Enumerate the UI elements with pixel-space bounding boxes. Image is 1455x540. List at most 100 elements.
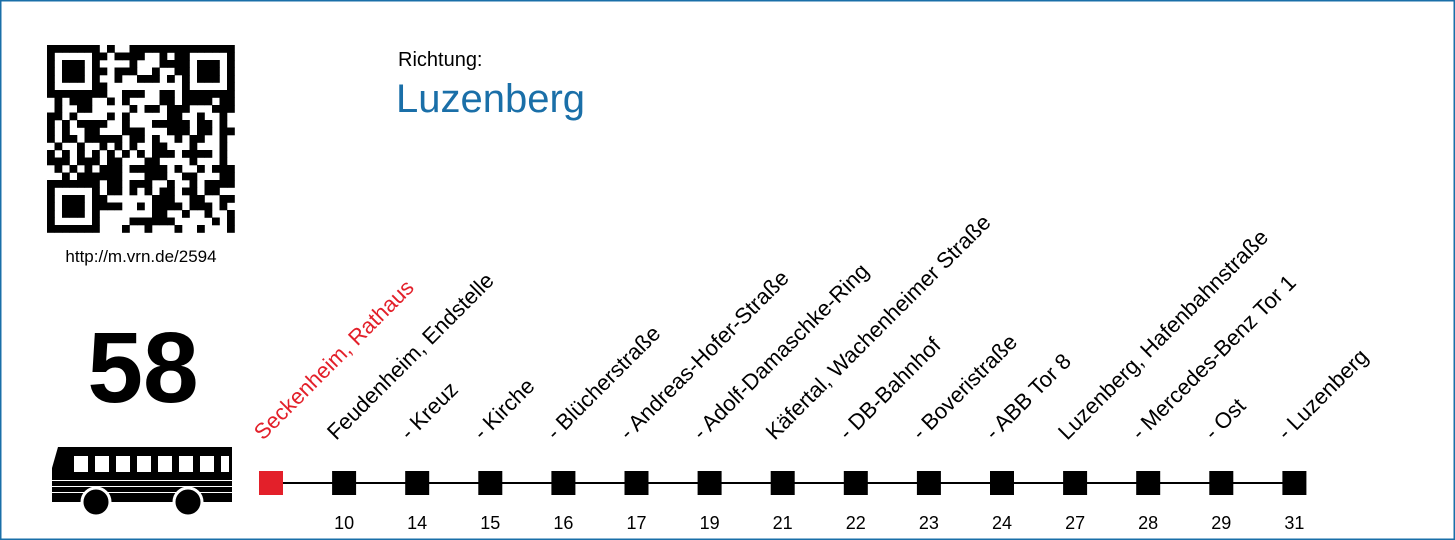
qr-module (197, 150, 205, 158)
qr-module (212, 67, 220, 76)
qr-module (122, 112, 130, 121)
qr-module (114, 172, 123, 181)
stop-time: 15 (480, 513, 500, 533)
stop-marker (551, 471, 576, 495)
qr-module (189, 97, 198, 106)
qr-module (174, 127, 183, 136)
qr-module (92, 127, 100, 136)
qr-module (167, 97, 175, 106)
qr-module (204, 150, 213, 158)
qr-module (62, 67, 70, 76)
qr-module (197, 75, 205, 83)
qr-module (159, 90, 168, 98)
qr-module (212, 75, 220, 83)
qr-module (69, 97, 78, 106)
qr-module (159, 172, 168, 181)
qr-module (182, 210, 190, 218)
qr-module (137, 217, 145, 226)
qr-module (227, 210, 235, 218)
qr-module (69, 135, 78, 143)
qr-module (182, 97, 190, 106)
qr-module (189, 142, 198, 151)
qr-module (114, 75, 123, 83)
stop-time: 14 (407, 513, 427, 533)
qr-module (159, 187, 168, 196)
qr-module (167, 105, 175, 113)
stop-marker (770, 471, 795, 495)
qr-module (122, 67, 130, 76)
qr-module (92, 75, 100, 83)
qr-module (197, 97, 205, 106)
qr-module (204, 97, 213, 106)
qr-module (182, 120, 190, 128)
qr-module (204, 90, 213, 98)
qr-module (47, 127, 55, 136)
qr-module (167, 202, 175, 211)
qr-module (227, 180, 235, 188)
qr-module (137, 45, 145, 53)
qr-module (137, 90, 145, 98)
qr-module (152, 210, 160, 218)
qr-module (189, 150, 198, 158)
qr-module (77, 105, 85, 113)
qr-module (62, 120, 70, 128)
qr-module (84, 90, 93, 98)
qr-module (77, 172, 85, 181)
qr-module (122, 150, 130, 158)
qr-module (144, 217, 153, 226)
qr-module (107, 150, 115, 158)
qr-module (107, 112, 115, 121)
qr-module (47, 157, 55, 166)
qr-module (159, 52, 168, 61)
qr-module (99, 82, 108, 91)
qr-module (204, 75, 213, 83)
qr-module (167, 112, 175, 121)
stop-time: 23 (919, 513, 939, 533)
stop-time: 24 (992, 513, 1012, 533)
qr-module (84, 172, 93, 181)
qr-module (227, 172, 235, 181)
qr-module (144, 45, 153, 53)
qr-module (204, 210, 213, 218)
qr-module (174, 135, 183, 143)
qr-module (137, 135, 145, 143)
qr-module (129, 45, 138, 53)
qr-module (227, 67, 235, 76)
qr-module (167, 90, 175, 98)
qr-module (174, 112, 183, 121)
qr-module (197, 135, 205, 143)
stop-marker (332, 471, 357, 495)
qr-module (54, 165, 63, 173)
qr-module (99, 195, 108, 203)
qr-module (122, 120, 130, 128)
qr-module (69, 180, 78, 188)
qr-module (99, 142, 108, 151)
qr-module (144, 172, 153, 181)
qr-module (77, 60, 85, 68)
qr-module (212, 187, 220, 196)
qr-module (189, 202, 198, 211)
stop-marker (1282, 471, 1307, 495)
qr-module (144, 187, 153, 196)
qr-module (219, 172, 228, 181)
stop-marker (916, 471, 941, 495)
qr-module (159, 150, 168, 158)
qr-module (129, 67, 138, 76)
qr-module (219, 135, 228, 143)
qr-module (107, 157, 115, 166)
qr-module (47, 90, 55, 98)
qr-module (99, 52, 108, 61)
qr-module (212, 165, 220, 173)
qr-module (69, 45, 78, 53)
qr-module (167, 180, 175, 188)
qr-module (159, 165, 168, 173)
qr-module (212, 45, 220, 53)
qr-module (92, 52, 100, 61)
qr-module (122, 90, 130, 98)
qr-module (219, 157, 228, 166)
qr-module (167, 60, 175, 68)
stop-time: 19 (700, 513, 720, 533)
qr-module (212, 217, 220, 226)
qr-module (204, 127, 213, 136)
qr-module (204, 45, 213, 53)
